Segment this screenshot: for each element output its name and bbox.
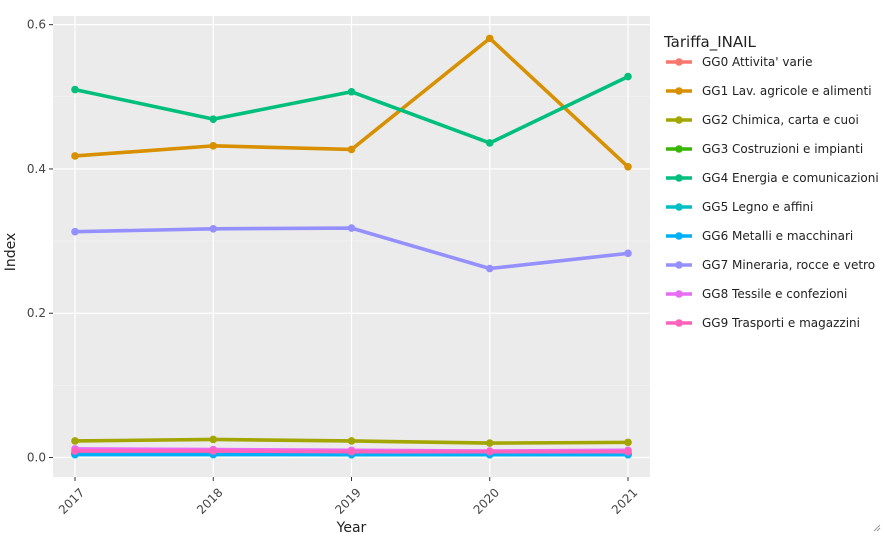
legend-label: GG1 Lav. agricole e alimenti [702,84,872,98]
data-point[interactable] [624,162,632,171]
data-point[interactable] [347,447,356,456]
legend-label: GG9 Trasporti e magazzini [702,316,860,330]
data-point[interactable] [624,249,632,258]
x-tick-label: 2019 [332,485,363,516]
legend-swatch-dot [675,174,683,182]
legend-items: GG0 Attivita' varie GG1 Lav. agricole e a… [666,55,879,330]
legend-label: GG4 Energia e comunicazioni [702,171,879,185]
y-axis-title: Index [3,233,19,272]
data-point[interactable] [71,152,79,160]
data-point[interactable] [485,447,494,456]
legend-swatch-dot [675,145,683,153]
legend-label: GG6 Metalli e macchinari [702,229,853,243]
legend-item[interactable]: GG7 Mineraria, rocce e vetro [666,258,875,272]
legend-item[interactable]: GG5 Legno e affini [666,200,813,214]
x-tick-label: 2017 [56,485,87,516]
legend-item[interactable]: GG2 Chimica, carta e cuoi [666,113,859,127]
legend-swatch-dot [675,116,683,124]
legend-label: GG8 Tessile e confezioni [702,287,847,301]
legend-swatch-dot [675,203,683,211]
data-point[interactable] [347,437,356,445]
data-point[interactable] [624,438,632,447]
data-point[interactable] [485,34,494,43]
legend-item[interactable]: GG1 Lav. agricole e alimenti [666,84,872,98]
series-2 [71,435,632,447]
data-point[interactable] [71,437,79,445]
legend-label: GG2 Chimica, carta e cuoi [702,113,859,127]
legend-swatch-dot [675,58,683,66]
legend-label: GG3 Costruzioni e impianti [702,142,863,156]
data-point[interactable] [347,145,356,154]
x-axis: 2017 2018 2019 2020 2021 [56,477,640,517]
series-7 [71,224,632,273]
legend-swatch-dot [675,290,683,298]
series-layer [71,34,632,459]
legend-label: GG0 Attivita' varie [702,55,813,69]
data-point[interactable] [71,447,79,455]
data-point[interactable] [485,139,494,147]
data-point[interactable] [624,72,632,81]
series-4 [71,72,632,147]
resize-handle[interactable] [873,524,881,532]
x-tick-label: 2021 [609,485,640,516]
legend: Tariffa_INAIL GG0 Attivita' varie GG1 Lav… [663,33,879,330]
x-tick-label: 2018 [194,485,225,516]
data-point[interactable] [624,447,632,456]
legend-item[interactable]: GG8 Tessile e confezioni [666,287,847,301]
y-axis: 0.0 0.2 0.4 0.6 [27,18,53,465]
x-tick-label: 2020 [471,485,502,516]
data-point[interactable] [209,435,218,444]
legend-swatch-dot [675,319,683,327]
data-point[interactable] [209,225,218,233]
legend-swatch-dot [675,261,683,269]
legend-swatch-dot [675,232,683,240]
legend-item[interactable]: GG9 Trasporti e magazzini [666,316,860,330]
legend-swatch-dot [675,87,683,95]
legend-label: GG5 Legno e affini [702,200,813,214]
legend-item[interactable]: GG6 Metalli e macchinari [666,229,853,243]
series-1 [71,34,632,171]
legend-title: Tariffa_INAIL [663,33,757,52]
data-point[interactable] [485,439,494,447]
legend-item[interactable]: GG4 Energia e comunicazioni [666,171,879,185]
series-9 [71,447,632,456]
y-tick-label: 0.6 [27,18,46,32]
data-point[interactable] [347,87,356,96]
legend-item[interactable]: GG0 Attivita' varie [666,55,813,69]
x-axis-title: Year [336,520,367,536]
data-point[interactable] [71,85,79,94]
data-point[interactable] [209,447,218,455]
y-tick-label: 0.2 [27,306,46,320]
data-point[interactable] [347,224,356,232]
legend-label: GG7 Mineraria, rocce e vetro [702,258,875,272]
data-point[interactable] [71,227,79,236]
data-point[interactable] [209,142,218,150]
y-tick-label: 0.0 [27,451,46,465]
y-tick-label: 0.4 [27,162,46,176]
legend-item[interactable]: GG3 Costruzioni e impianti [666,142,863,156]
data-point[interactable] [485,264,494,273]
data-point[interactable] [209,115,218,123]
